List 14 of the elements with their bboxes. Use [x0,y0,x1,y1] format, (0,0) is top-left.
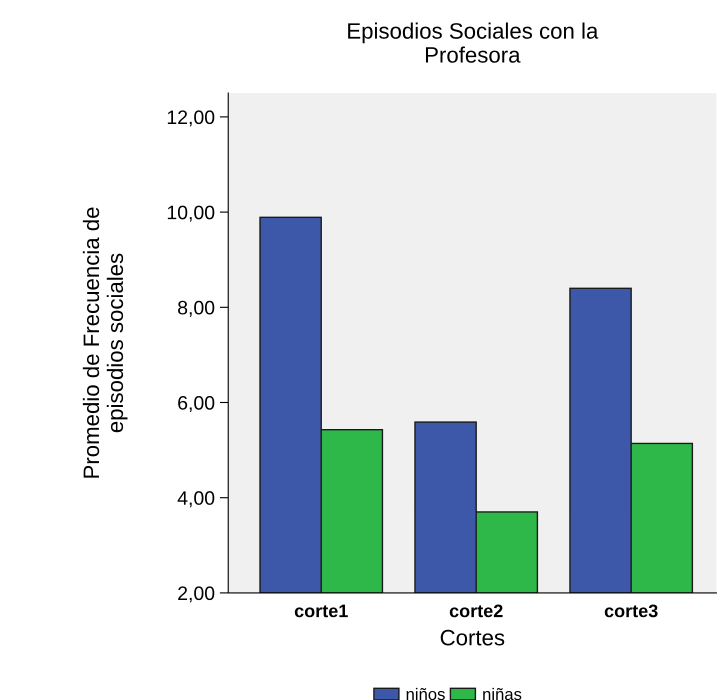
y-tick-label: 10,00 [168,206,214,222]
legend-label: niñas [483,688,522,700]
y-tick-label: 4,00 [178,491,214,508]
y-tick-label: 12,00 [168,110,214,126]
x-axis-title: Cortes [440,630,504,646]
y-tick-label: 2,00 [178,586,214,602]
legend-label: niños [406,688,445,700]
x-tick-label: corte1 [294,604,348,618]
y-axis-title: Promedio de Frecuencia de episodios sociales [82,207,128,478]
x-tick-label: corte2 [450,604,503,618]
y-tick-label: 6,00 [178,396,214,412]
x-tick-label: corte3 [604,604,658,618]
y-tick-label: 8,00 [178,300,214,317]
chart-title: Episodios Sociales con la Profesora [348,22,598,63]
